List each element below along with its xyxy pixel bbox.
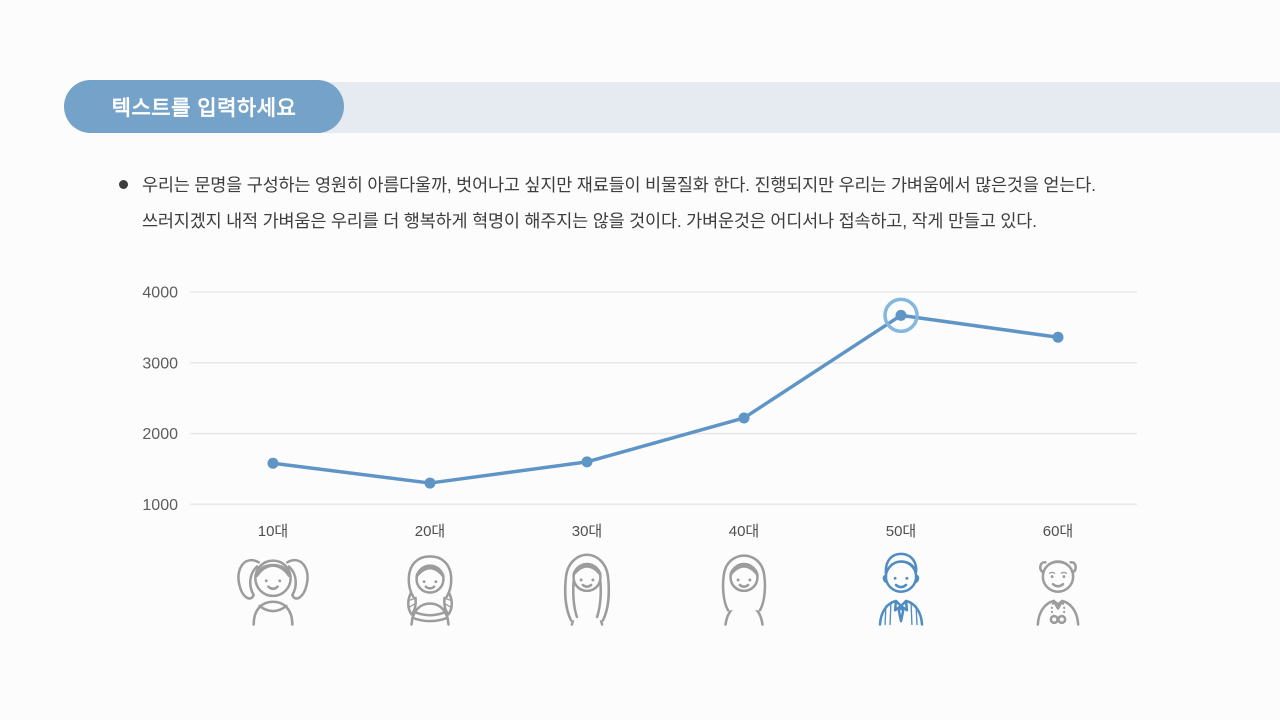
data-point — [267, 457, 279, 469]
header-strip — [200, 82, 1280, 133]
young-woman-braids-icon — [352, 543, 508, 627]
woman-long-hair-icon — [509, 543, 665, 627]
woman-shoulder-hair-icon — [666, 543, 822, 627]
age-group-20s: 20대 — [352, 520, 508, 627]
title-placeholder-pill[interactable]: 텍스트를 입력하세요 — [64, 80, 344, 133]
y-tick-label: 2000 — [142, 426, 178, 443]
y-tick-label: 4000 — [142, 285, 178, 302]
body-text-block: 우리는 문명을 구성하는 영원히 아름다울까, 벗어나고 싶지만 재료들이 비물… — [119, 167, 1096, 239]
bullet-dot — [119, 180, 128, 189]
man-suit-icon — [823, 543, 979, 627]
body-line-2: 쓰러지겠지 내적 가벼움은 우리를 더 행복하게 혁명이 해주지는 않을 것이다… — [142, 211, 1037, 231]
age-label: 50대 — [885, 523, 917, 540]
y-tick-label: 1000 — [142, 497, 178, 514]
age-group-30s: 30대 — [509, 520, 665, 627]
data-point — [895, 309, 907, 321]
line-series — [271, 313, 1060, 485]
age-group-40s: 40대 — [666, 520, 822, 627]
age-label: 20대 — [414, 523, 446, 540]
data-point — [1052, 331, 1064, 343]
body-line-1: 우리는 문명을 구성하는 영원히 아름다울까, 벗어나고 싶지만 재료들이 비물… — [142, 175, 1096, 195]
age-group-10s: 10대 — [195, 520, 351, 627]
y-tick-label: 3000 — [142, 355, 178, 372]
age-label: 60대 — [1042, 523, 1074, 540]
line-chart: 4000 3000 2000 1000 — [142, 285, 1137, 514]
data-point — [424, 477, 436, 489]
title-text: 텍스트를 입력하세요 — [111, 96, 297, 120]
age-group-50s: 50대 — [823, 520, 979, 627]
age-label: 40대 — [728, 523, 760, 540]
girl-pigtails-icon — [195, 543, 351, 627]
data-point — [581, 456, 593, 468]
age-label: 10대 — [257, 523, 289, 540]
data-point — [738, 412, 750, 424]
age-label: 30대 — [571, 523, 603, 540]
elderly-man-icon — [980, 543, 1136, 627]
highlight-ring — [883, 297, 919, 334]
age-group-60s: 60대 — [980, 520, 1136, 627]
